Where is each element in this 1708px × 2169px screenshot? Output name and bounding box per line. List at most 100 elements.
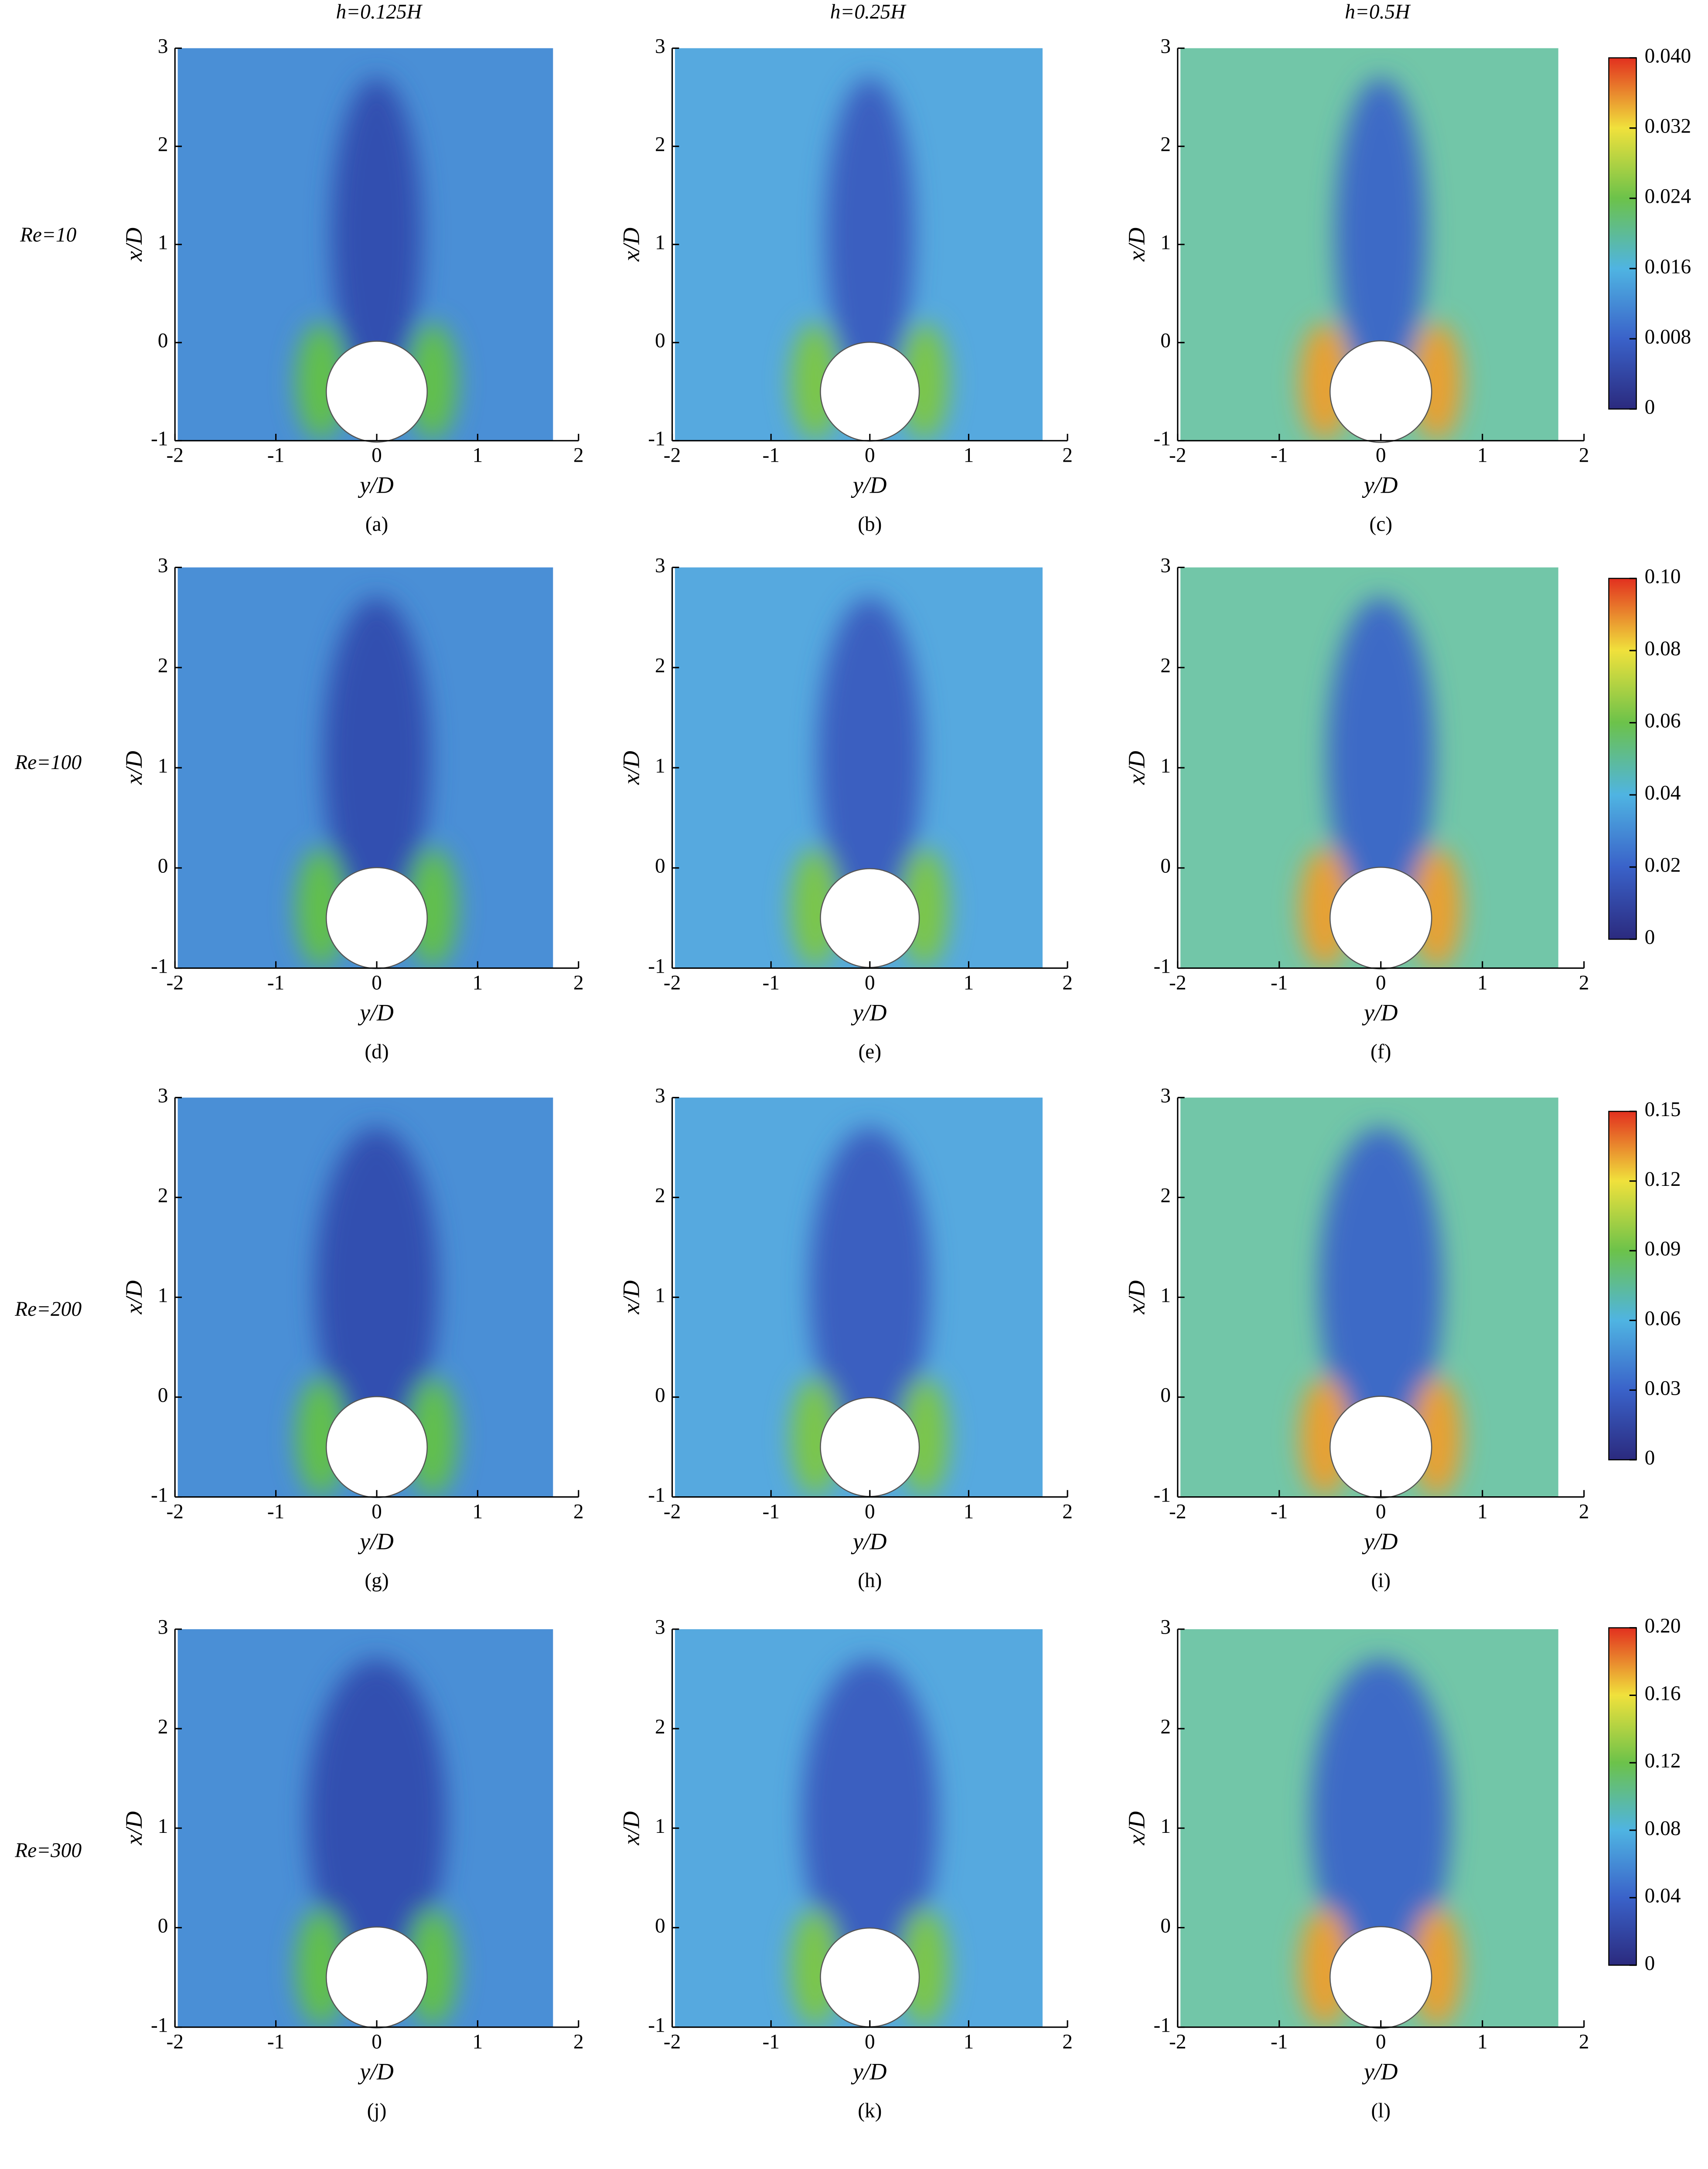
x-tick-label: 1 <box>1477 1500 1488 1523</box>
colorbar-tick-label: 0.04 <box>1645 1885 1681 1907</box>
x-tick-label: 0 <box>1376 444 1386 467</box>
wake-region <box>307 1659 447 1978</box>
y-tick-label: 1 <box>1160 1815 1171 1838</box>
colorbar-tick-label: 0.06 <box>1645 710 1681 732</box>
x-tick-label: -2 <box>664 971 681 994</box>
x-axis-label: y/D <box>851 999 887 1025</box>
colorbar-tick-label: 0.16 <box>1645 1682 1681 1705</box>
x-tick-label: 0 <box>865 971 875 994</box>
x-tick-label: 0 <box>372 2030 382 2053</box>
y-axis-label: x/D <box>121 1811 147 1846</box>
x-tick-label: 0 <box>372 1500 382 1523</box>
y-tick-label: 3 <box>158 1084 168 1107</box>
colorbar-tick-label: 0.15 <box>1645 1098 1681 1121</box>
colorbar-tick-label: 0.024 <box>1645 185 1691 208</box>
x-tick-label: -1 <box>1271 971 1288 994</box>
y-tick-label: -1 <box>1154 428 1171 450</box>
x-tick-label: 0 <box>865 444 875 467</box>
column-title: h=0.5H <box>1345 0 1411 23</box>
y-tick-label: 2 <box>158 133 168 156</box>
y-tick-label: 3 <box>158 35 168 58</box>
x-tick-label: 2 <box>573 444 584 467</box>
colorbar-tick-label: 0.20 <box>1645 1614 1681 1637</box>
wake-region <box>817 597 922 918</box>
cylinder <box>326 867 428 969</box>
y-axis-label: x/D <box>121 751 147 785</box>
x-tick-label: -1 <box>1271 1500 1288 1523</box>
x-tick-label: -2 <box>1169 1500 1186 1523</box>
y-tick-label: 0 <box>158 330 168 352</box>
x-axis-label: y/D <box>358 2058 394 2084</box>
y-axis-label: x/D <box>1124 228 1150 262</box>
y-tick-label: 2 <box>158 654 168 677</box>
y-tick-label: 1 <box>655 1284 665 1307</box>
colorbar-tick-label: 0.09 <box>1645 1238 1681 1260</box>
x-tick-label: 2 <box>1579 2030 1589 2053</box>
y-tick-label: -1 <box>648 1484 665 1506</box>
colorbar <box>1608 1627 1637 1966</box>
column-title: h=0.25H <box>830 0 907 23</box>
colorbar-tick-label: 0.08 <box>1645 637 1681 660</box>
x-tick-label: 2 <box>573 971 584 994</box>
y-tick-label: 2 <box>1160 1184 1171 1207</box>
x-tick-label: 0 <box>865 1500 875 1523</box>
panel-caption: (l) <box>1371 2099 1391 2122</box>
cylinder <box>1329 340 1432 443</box>
cylinder <box>326 1396 428 1498</box>
colorbar <box>1608 1110 1637 1461</box>
wake-region <box>331 78 423 392</box>
y-tick-label: 3 <box>1160 1616 1171 1639</box>
cylinder <box>820 1397 920 1497</box>
y-tick-label: 0 <box>1160 1914 1171 1937</box>
y-tick-label: 3 <box>1160 554 1171 577</box>
y-tick-label: 1 <box>158 755 168 777</box>
cylinder <box>820 341 920 442</box>
y-tick-label: -1 <box>1154 1484 1171 1506</box>
colorbar-tick-label: 0 <box>1645 1952 1655 1975</box>
x-tick-label: 1 <box>473 1500 483 1523</box>
x-tick-label: 2 <box>1062 444 1073 467</box>
column-title: h=0.125H <box>336 0 423 23</box>
colorbar-tick-label: 0.040 <box>1645 45 1691 68</box>
y-tick-label: 1 <box>158 232 168 254</box>
y-tick-label: 2 <box>1160 654 1171 677</box>
y-tick-label: 1 <box>158 1284 168 1307</box>
y-tick-label: 2 <box>1160 133 1171 156</box>
x-tick-label: -2 <box>664 444 681 467</box>
x-tick-label: -2 <box>664 2030 681 2053</box>
y-tick-label: 3 <box>655 1616 665 1639</box>
y-tick-label: 0 <box>1160 1384 1171 1406</box>
x-tick-label: 2 <box>1062 1500 1073 1523</box>
colorbar-tick-label: 0.04 <box>1645 782 1681 804</box>
x-tick-label: 0 <box>1376 1500 1386 1523</box>
y-tick-label: 2 <box>655 133 665 156</box>
y-tick-label: 3 <box>655 554 665 577</box>
colorbar-tick-label: 0 <box>1645 1447 1655 1469</box>
cylinder <box>820 868 920 968</box>
row-label: Re=200 <box>14 1298 82 1321</box>
x-tick-label: -2 <box>167 1500 184 1523</box>
colorbar-tick-label: 0.12 <box>1645 1750 1681 1772</box>
panel-caption: (a) <box>365 513 389 536</box>
colorbar-tick-label: 0.06 <box>1645 1307 1681 1330</box>
y-tick-label: 3 <box>1160 1084 1171 1107</box>
y-tick-label: 0 <box>1160 855 1171 878</box>
y-axis-label: x/D <box>618 751 644 785</box>
y-tick-label: 1 <box>655 232 665 254</box>
x-tick-label: 1 <box>1477 2030 1488 2053</box>
y-tick-label: 3 <box>158 554 168 577</box>
cylinder <box>1329 1396 1432 1498</box>
y-tick-label: 2 <box>158 1716 168 1738</box>
x-tick-label: 1 <box>964 1500 974 1523</box>
y-tick-label: -1 <box>151 2014 168 2037</box>
wake-region <box>801 1659 938 1978</box>
x-axis-label: y/D <box>851 472 887 498</box>
wake-region <box>1335 78 1427 392</box>
y-tick-label: 1 <box>1160 1284 1171 1307</box>
x-axis-label: y/D <box>1362 2058 1398 2084</box>
y-tick-label: 0 <box>158 1914 168 1937</box>
y-axis-label: x/D <box>618 1811 644 1846</box>
y-tick-label: 2 <box>655 1716 665 1738</box>
row-label: Re=100 <box>14 751 82 774</box>
